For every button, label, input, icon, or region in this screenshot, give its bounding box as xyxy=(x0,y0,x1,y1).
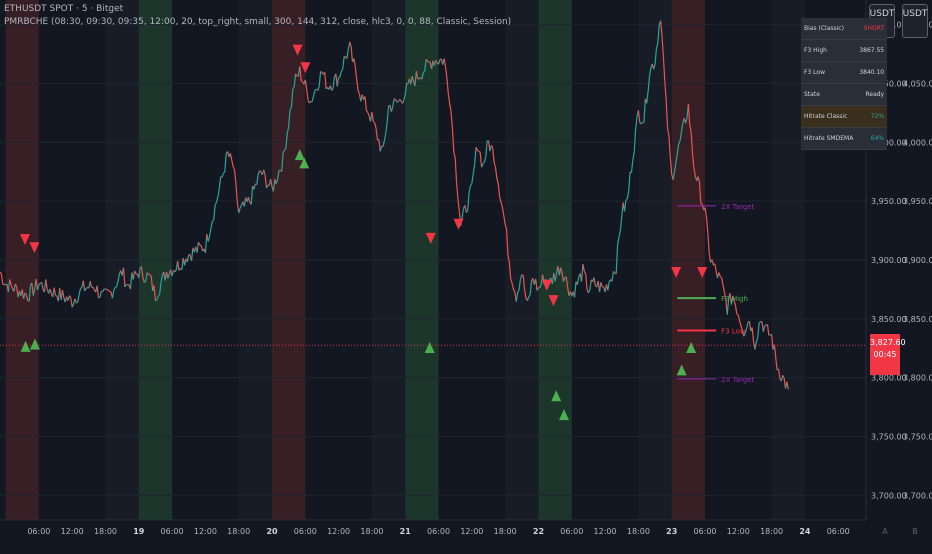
y-tick-label-secondary: 4,000.00 xyxy=(903,138,932,147)
info-value: 3867.55 xyxy=(856,40,887,62)
x-tick-label: 12:00 xyxy=(61,527,84,536)
level-label: F3 High xyxy=(721,295,748,303)
currency-button-secondary[interactable]: USDT xyxy=(902,4,928,38)
level-label: 2X Target xyxy=(721,376,754,384)
price-segment xyxy=(80,287,81,288)
y-tick-label: 3,850.00 xyxy=(871,315,907,324)
y-tick-label: 3,750.00 xyxy=(871,432,907,441)
price-segment xyxy=(150,275,151,276)
y-tick-label-secondary: 3,900.00 xyxy=(903,256,932,265)
price-segment xyxy=(108,290,109,291)
price-segment xyxy=(260,171,261,172)
y-tick-label-secondary: 3,850.00 xyxy=(903,315,932,324)
current-price-value: 3,827.60 xyxy=(870,337,900,349)
price-segment xyxy=(107,289,108,290)
current-price-tag: 3,827.60 00:45 xyxy=(870,334,900,375)
x-tick-label: 18:00 xyxy=(760,527,783,536)
y-tick-label: 3,900.00 xyxy=(871,256,907,265)
price-segment xyxy=(344,56,345,57)
x-tick-label: 06:00 xyxy=(161,527,184,536)
x-tick-label: 06:00 xyxy=(27,527,50,536)
info-value: 3840.10 xyxy=(856,62,887,84)
x-tick-label: 19 xyxy=(133,527,145,536)
x-tick-label: 06:00 xyxy=(427,527,450,536)
x-tick-label: 24 xyxy=(799,527,811,536)
x-tick-label: 06:00 xyxy=(827,527,850,536)
price-segment xyxy=(737,314,738,315)
info-label: F3 Low xyxy=(801,62,856,84)
x-axis-scale-label: B xyxy=(912,527,918,536)
price-segment xyxy=(701,203,702,204)
x-tick-label: 20 xyxy=(266,527,278,536)
level-label: F3 Low xyxy=(721,327,746,335)
info-value: SHORT xyxy=(856,18,887,40)
x-tick-label: 06:00 xyxy=(294,527,317,536)
x-tick-label: 18:00 xyxy=(94,527,117,536)
info-row: Bias (Classic)SHORT xyxy=(801,18,887,40)
x-tick-label: 12:00 xyxy=(194,527,217,536)
info-value: Ready xyxy=(856,84,887,106)
y-tick-label-secondary: 4,050.00 xyxy=(903,80,932,89)
info-value: 72% xyxy=(856,106,887,128)
price-segment xyxy=(110,291,111,292)
price-segment xyxy=(397,101,398,102)
price-segment xyxy=(765,325,766,326)
price-segment xyxy=(522,275,523,276)
price-segment xyxy=(223,172,224,173)
x-tick-label: 18:00 xyxy=(360,527,383,536)
y-tick-label-secondary: 3,700.00 xyxy=(903,491,932,500)
y-tick-label-secondary: 3,800.00 xyxy=(903,374,932,383)
x-tick-label: 23 xyxy=(666,527,677,536)
price-segment xyxy=(56,295,57,296)
bar-countdown: 00:45 xyxy=(870,349,900,361)
y-tick-label: 3,950.00 xyxy=(871,197,907,206)
x-axis-scale-label: A xyxy=(882,527,888,536)
x-tick-label: 06:00 xyxy=(560,527,583,536)
y-tick-label-secondary: 3,750.00 xyxy=(903,432,932,441)
indicator-legend[interactable]: PMRBCHE (08:30, 09:30, 09:35, 12:00, 20,… xyxy=(4,17,511,27)
x-tick-label: 06:00 xyxy=(693,527,716,536)
x-tick-label: 22 xyxy=(533,527,544,536)
info-label: State xyxy=(801,84,856,106)
price-segment xyxy=(76,302,77,303)
x-tick-label: 12:00 xyxy=(460,527,483,536)
x-tick-label: 18:00 xyxy=(494,527,517,536)
info-label: F3 High xyxy=(801,40,856,62)
price-segment xyxy=(200,245,201,246)
y-tick-label-secondary: 3,950.00 xyxy=(903,197,932,206)
info-value: 64% xyxy=(856,128,887,150)
x-tick-label: 21 xyxy=(400,527,412,536)
info-label: Hitrate Classic xyxy=(801,106,856,128)
price-segment xyxy=(128,284,129,285)
price-segment xyxy=(3,284,4,285)
price-segment xyxy=(301,81,302,82)
info-label: Hitrate SMDEMA xyxy=(801,128,856,150)
x-tick-label: 12:00 xyxy=(594,527,617,536)
x-tick-label: 12:00 xyxy=(327,527,350,536)
price-segment xyxy=(147,273,148,274)
price-segment xyxy=(479,151,480,152)
y-tick-label: 3,700.00 xyxy=(871,491,907,500)
info-label: Bias (Classic) xyxy=(801,18,856,40)
x-tick-label: 18:00 xyxy=(627,527,650,536)
price-segment xyxy=(155,300,156,301)
level-label: 2X Target xyxy=(721,203,754,211)
price-segment xyxy=(212,220,213,221)
x-tick-label: 18:00 xyxy=(227,527,250,536)
price-segment xyxy=(394,99,395,100)
x-tick-label: 12:00 xyxy=(727,527,750,536)
price-segment xyxy=(321,71,322,72)
symbol-title[interactable]: ETHUSDT SPOT · 5 · Bitget xyxy=(4,4,123,14)
